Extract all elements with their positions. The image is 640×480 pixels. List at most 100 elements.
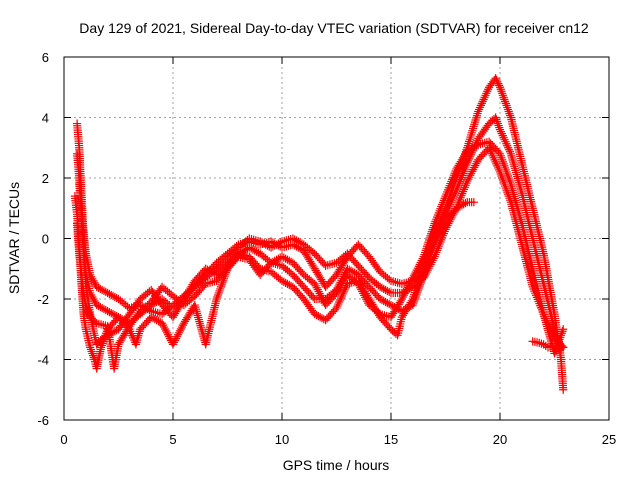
plus-marker — [436, 221, 445, 230]
plus-marker — [321, 282, 330, 291]
plus-marker — [291, 286, 301, 295]
plus-marker — [293, 287, 302, 297]
plus-marker — [257, 268, 266, 278]
plus-marker — [358, 245, 368, 254]
plus-marker — [298, 281, 307, 290]
plus-marker — [390, 328, 399, 337]
plus-marker — [137, 323, 146, 332]
plus-marker — [259, 267, 268, 276]
plus-marker — [117, 316, 126, 325]
y-tick-label: 4 — [42, 111, 49, 126]
plus-marker — [89, 316, 98, 325]
plus-marker — [305, 289, 315, 298]
plus-marker — [223, 255, 232, 264]
plus-marker — [385, 323, 394, 332]
plus-marker — [475, 154, 484, 163]
plus-marker — [309, 293, 318, 302]
plus-marker — [363, 281, 372, 290]
plus-marker — [228, 250, 237, 259]
y-tick-label: 6 — [42, 50, 49, 65]
x-axis-label: GPS time / hours — [283, 457, 390, 473]
plus-marker — [215, 273, 224, 282]
series-track-5 — [75, 143, 568, 352]
plus-marker — [198, 283, 207, 292]
y-tick-label: -6 — [37, 413, 49, 428]
plus-marker — [318, 258, 327, 267]
plus-marker — [365, 282, 374, 291]
y-axis-label: SDTVAR / TECUs — [6, 182, 22, 294]
x-tick-label: 25 — [602, 432, 616, 447]
plus-marker — [469, 198, 478, 207]
plus-marker — [324, 297, 333, 306]
plus-marker — [386, 325, 396, 334]
plus-marker — [307, 291, 316, 300]
plus-marker — [329, 292, 338, 301]
plus-marker — [226, 261, 235, 270]
y-tick-label: 2 — [42, 171, 49, 186]
plus-marker — [290, 284, 299, 293]
plus-marker — [371, 289, 380, 298]
plus-marker — [488, 116, 497, 125]
plus-marker — [324, 279, 333, 288]
plus-marker — [485, 119, 494, 128]
plus-marker — [316, 256, 326, 265]
plus-marker — [347, 247, 357, 256]
plus-marker — [229, 248, 238, 257]
plus-marker — [291, 274, 301, 283]
plus-marker — [363, 271, 372, 281]
plus-marker — [326, 277, 335, 286]
plus-marker — [109, 318, 118, 327]
plus-marker — [382, 319, 391, 329]
plus-marker — [492, 146, 501, 155]
x-tick-label: 5 — [169, 432, 176, 447]
plus-marker — [351, 258, 360, 267]
plus-marker — [293, 275, 302, 285]
plus-marker — [195, 271, 204, 280]
plus-marker — [295, 289, 304, 298]
series-track-6 — [528, 337, 568, 355]
plus-marker — [218, 269, 227, 279]
plus-marker — [196, 284, 206, 294]
y-tick-label: 0 — [42, 232, 49, 247]
plus-marker — [256, 270, 265, 279]
plus-marker — [86, 313, 95, 322]
plus-marker — [344, 251, 354, 260]
plus-marker — [295, 265, 304, 274]
plus-marker — [361, 279, 371, 288]
data-marks — [70, 74, 568, 394]
plus-marker — [87, 314, 96, 323]
plus-marker — [321, 316, 330, 325]
plus-marker — [226, 252, 235, 261]
plus-marker — [360, 247, 369, 256]
plus-marker — [312, 251, 321, 260]
plus-marker — [361, 249, 371, 258]
plus-marker — [383, 321, 392, 330]
plus-marker — [114, 313, 123, 322]
plus-marker — [140, 319, 150, 329]
plus-marker — [291, 262, 301, 271]
x-tick-label: 15 — [384, 432, 398, 447]
plus-marker — [288, 270, 297, 279]
plus-marker — [295, 277, 304, 286]
plus-marker — [321, 300, 330, 310]
y-tick-label: -4 — [37, 353, 49, 368]
plus-marker — [229, 257, 238, 266]
plus-marker — [474, 155, 483, 164]
plus-marker — [366, 284, 375, 293]
plus-marker — [380, 318, 389, 327]
y-tick-labels: -6 -4 -2 0 2 4 6 — [37, 50, 49, 428]
plus-marker — [142, 318, 151, 327]
plus-marker — [379, 316, 388, 325]
x-tick-label: 20 — [493, 432, 507, 447]
plus-marker — [559, 385, 568, 394]
plus-marker — [358, 266, 368, 276]
plus-marker — [302, 286, 312, 295]
plus-marker — [357, 243, 366, 253]
plus-marker — [190, 291, 199, 301]
plus-marker — [221, 266, 231, 275]
plus-marker — [491, 144, 500, 153]
plus-marker — [354, 240, 363, 249]
plus-marker — [327, 309, 336, 318]
plus-marker — [349, 256, 358, 265]
plus-marker — [329, 274, 338, 283]
